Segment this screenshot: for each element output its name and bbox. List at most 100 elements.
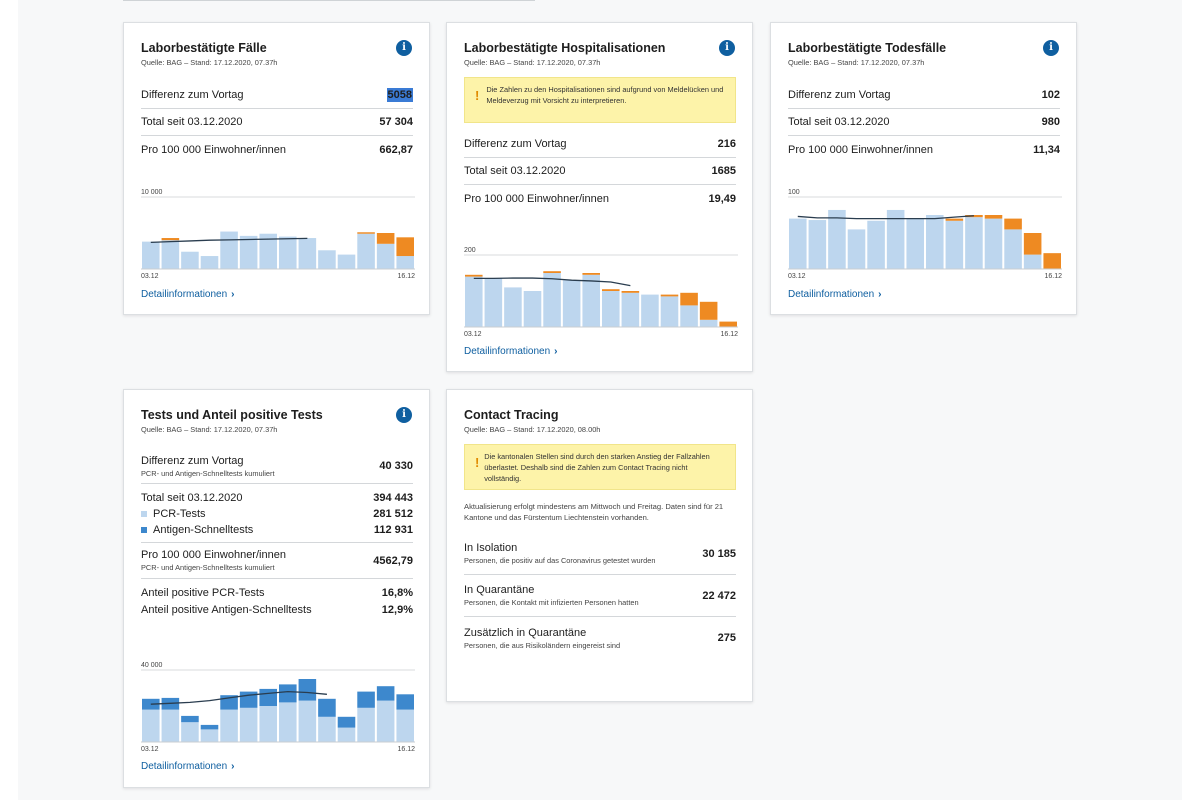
x-tick-label-end: 16.12 <box>397 273 415 280</box>
warning-text: Die Zahlen zu den Hospitalisationen sind… <box>486 85 724 105</box>
bar-antigen <box>298 679 317 701</box>
detail-link-label: Detailinformationen <box>141 289 228 300</box>
detail-link[interactable]: Detailinformationen › <box>141 289 235 300</box>
row-pcr: PCR-Tests 281 512 <box>141 506 413 522</box>
card-tests: Tests und Anteil positive Tests Quelle: … <box>123 389 430 788</box>
row-value: 30 185 <box>702 547 736 560</box>
bar-value <box>867 220 885 269</box>
bar-antigen <box>200 724 219 730</box>
bar-antigen <box>376 686 395 701</box>
x-tick-label-start: 03.12 <box>141 273 159 280</box>
warning-box: ! Die Zahlen zu den Hospitalisationen si… <box>464 77 736 123</box>
bar-pcr <box>161 709 180 742</box>
bar-value <box>660 296 679 327</box>
bar-incomplete <box>582 273 600 275</box>
bar-value <box>337 254 356 269</box>
row-value: 57 304 <box>379 116 413 128</box>
row-value: 40 330 <box>379 460 413 472</box>
bar-value <box>602 291 620 327</box>
bar-value <box>523 291 542 327</box>
row-label: Pro 100 000 Einwohner/innen <box>141 143 286 156</box>
bar-value <box>965 217 983 269</box>
chart-svg: 100 03.12 16.12 <box>788 189 1062 280</box>
bar-value <box>181 251 199 269</box>
detail-link[interactable]: Detailinformationen › <box>464 346 558 357</box>
card-contact-tracing: Contact Tracing Quelle: BAG – Stand: 17.… <box>446 389 753 702</box>
row-label: In Quarantäne Personen, die Kontakt mit i… <box>464 584 639 607</box>
card-source: Quelle: BAG – Stand: 17.12.2020, 08.00h <box>464 425 601 434</box>
row-label: Anteil positive Antigen-Schnelltests <box>141 603 312 616</box>
y-tick-label: 10 000 <box>141 189 163 196</box>
bar-incomplete <box>660 294 679 297</box>
bar-pcr <box>318 716 336 742</box>
bar-pcr <box>181 722 199 742</box>
row-label: PCR-Tests <box>141 508 206 520</box>
bar-incomplete <box>945 218 964 221</box>
row-positive-antigen: Anteil positive Antigen-Schnelltests 12,… <box>141 601 413 618</box>
antigen-label: Antigen-Schnelltests <box>153 524 254 536</box>
detail-link-label: Detailinformationen <box>464 346 551 357</box>
chart-faelle: 10 000 03.12 16.12 <box>141 185 415 281</box>
bar-value <box>376 243 395 269</box>
bar-value <box>984 218 1003 269</box>
y-tick-label: 100 <box>788 189 800 196</box>
y-tick-label: 40 000 <box>141 662 163 669</box>
card-source: Quelle: BAG – Stand: 17.12.2020, 07.37h <box>788 58 925 67</box>
card-todesfaelle: Laborbestätigte Todesfälle Quelle: BAG –… <box>770 22 1077 315</box>
info-icon[interactable]: i <box>719 40 735 56</box>
row-total: Total seit 03.12.2020 57 304 <box>141 109 413 136</box>
bar-value <box>484 278 503 327</box>
detail-link[interactable]: Detailinformationen › <box>141 761 235 772</box>
exclamation-icon: ! <box>475 455 480 470</box>
bar-value <box>906 218 924 269</box>
bar-pcr <box>200 729 219 742</box>
update-note: Aktualisierung erfolgt mindestens am Mit… <box>464 502 724 522</box>
bar-value <box>298 238 317 269</box>
info-icon[interactable]: i <box>396 407 412 423</box>
row-sub: Personen, die Kontakt mit infizierten Pe… <box>464 598 639 607</box>
row-value: 281 512 <box>373 508 413 520</box>
bar-value <box>582 274 600 327</box>
row-label: Differenz zum Vortag <box>464 138 567 150</box>
bar-pcr <box>220 709 238 742</box>
bar-value <box>621 292 640 327</box>
row-value: 16,8% <box>381 586 413 599</box>
row-positive-pcr: Anteil positive PCR-Tests 16,8% <box>141 584 413 601</box>
row-sub: PCR- und Antigen-Schnelltests kumuliert <box>141 563 275 572</box>
chart-svg: 200 03.12 16.12 <box>464 247 738 338</box>
chart-todesfaelle: 100 03.12 16.12 <box>788 185 1062 281</box>
row-label: In Isolation Personen, die positiv auf da… <box>464 542 655 565</box>
bar-value <box>1004 229 1022 269</box>
row-label: Total seit 03.12.2020 <box>141 116 243 128</box>
row-zusaetzlich-quarantaene: Zusätzlich in Quarantäne Personen, die au… <box>464 617 736 659</box>
bar-value <box>259 233 277 269</box>
detail-link[interactable]: Detailinformationen › <box>788 289 882 300</box>
row-label: Antigen-Schnelltests <box>141 524 253 536</box>
bar-antigen <box>142 698 160 710</box>
info-icon[interactable]: i <box>1043 40 1059 56</box>
bar-value <box>680 305 698 327</box>
info-icon[interactable]: i <box>396 40 412 56</box>
row-value: 4562,79 <box>373 554 413 567</box>
card-faelle: Laborbestätigte Fälle Quelle: BAG – Stan… <box>123 22 430 315</box>
detail-link-label: Detailinformationen <box>141 761 228 772</box>
chevron-right-icon: › <box>231 761 235 772</box>
average-line <box>797 215 974 220</box>
pcr-label: PCR-Tests <box>153 508 206 520</box>
card-title: Tests und Anteil positive Tests <box>141 408 323 422</box>
chevron-right-icon: › <box>554 346 558 357</box>
bar-pcr <box>259 706 277 742</box>
card-source: Quelle: BAG – Stand: 17.12.2020, 07.37h <box>464 58 601 67</box>
bar-incomplete <box>543 271 561 273</box>
row-label-text: Zusätzlich in Quarantäne <box>464 626 587 639</box>
row-value: 216 <box>717 138 736 150</box>
chevron-right-icon: › <box>878 289 882 300</box>
row-value: 1685 <box>711 165 736 177</box>
bar-pcr <box>337 727 356 742</box>
bar-antigen <box>357 691 375 708</box>
x-tick-label-start: 03.12 <box>464 331 482 338</box>
card-title: Laborbestätigte Hospitalisationen <box>464 41 666 55</box>
row-label: Pro 100 000 Einwohner/innen <box>464 192 609 205</box>
bar-value <box>543 273 561 327</box>
detail-link-label: Detailinformationen <box>788 289 875 300</box>
